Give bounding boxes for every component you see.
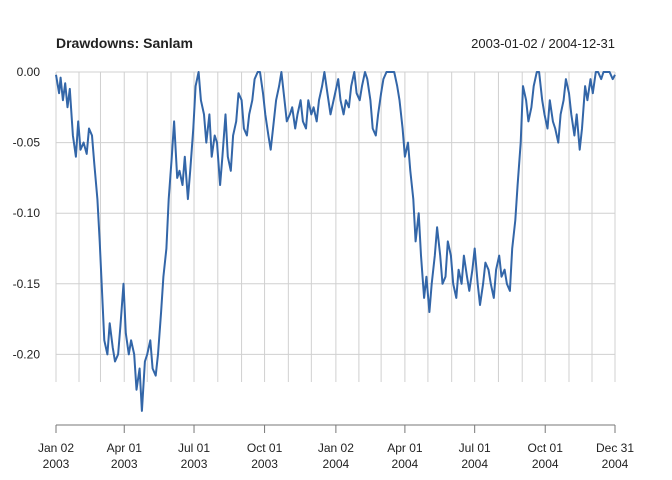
x-tick-year-label: 2003	[181, 457, 208, 471]
x-tick-year-label: 2004	[392, 457, 419, 471]
x-tick-label: Oct 01	[528, 441, 564, 455]
y-axis: 0.00 -0.05 -0.10 -0.15 -0.20	[13, 65, 41, 361]
x-tick-label: Jul 01	[459, 441, 491, 455]
plot-area	[55, 71, 616, 412]
y-tick-label: -0.10	[13, 206, 41, 220]
chart-title: Drawdowns: Sanlam	[56, 35, 193, 51]
x-tick-label: Dec 31	[596, 441, 634, 455]
grid-lines	[55, 71, 616, 382]
y-tick-label: -0.05	[13, 136, 41, 150]
y-tick-label: 0.00	[17, 65, 41, 79]
x-tick-label: Jan 02	[318, 441, 354, 455]
y-tick-label: -0.20	[13, 347, 41, 361]
x-tick-label: Apr 01	[387, 441, 423, 455]
x-tick-year-label: 2004	[461, 457, 488, 471]
x-tick-year-label: 2003	[43, 457, 70, 471]
x-tick-year-label: 2003	[111, 457, 138, 471]
x-axis: Jan 02 2003 Apr 01 2003 Jul 01 2003 Oct 01 2003…	[38, 424, 634, 471]
y-tick-label: -0.15	[13, 277, 41, 291]
x-tick-year-label: 2004	[532, 457, 559, 471]
chart-date-range: 2003-01-02 / 2004-12-31	[471, 36, 615, 51]
x-tick-label: Jul 01	[178, 441, 210, 455]
x-tick-label: Oct 01	[247, 441, 283, 455]
x-tick-year-label: 2003	[251, 457, 278, 471]
drawdown-series-line	[55, 71, 616, 412]
x-tick-label: Apr 01	[107, 441, 143, 455]
x-tick-label: Jan 02	[38, 441, 74, 455]
x-tick-year-label: 2004	[602, 457, 629, 471]
x-tick-year-label: 2004	[323, 457, 350, 471]
